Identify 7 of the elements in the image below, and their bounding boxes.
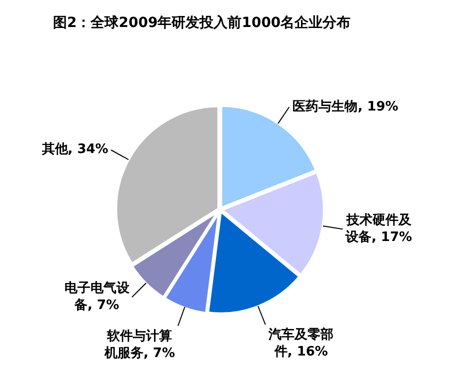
slice-label: 技术硬件及设备, 17%: [344, 212, 412, 245]
chart-title: 图2：全球2009年研发投入前1000名企业分布: [52, 14, 352, 32]
slice-label: 其他, 34%: [40, 142, 108, 158]
slice-label: 汽车及零部件, 16%: [268, 326, 334, 360]
slice-label: 医药与生物, 19%: [292, 98, 398, 114]
slice-label: 软件与计算机服务, 7%: [103, 329, 175, 362]
slice-label: 电子电气设备, 7%: [64, 281, 130, 314]
